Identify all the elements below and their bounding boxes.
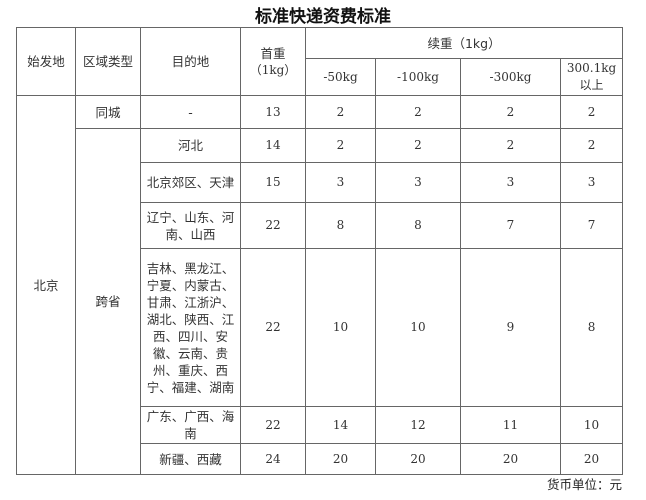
destination-cell: 河北 <box>140 128 241 163</box>
currency-note: 货币单位：元 <box>546 477 622 492</box>
header-tier: 300.1kg 以上 <box>559 58 624 96</box>
destination-cell: 北京郊区、天津 <box>140 162 241 203</box>
tier-price-cell: 2 <box>460 128 561 163</box>
tier-price-cell: 20 <box>375 443 461 475</box>
zone-cell: 跨省 <box>75 128 141 475</box>
tier-price-cell: 2 <box>305 95 376 129</box>
tier-price-cell: 3 <box>375 162 461 203</box>
header-tier: -300kg <box>460 58 561 96</box>
destination-cell: 辽宁、山东、河南、山西 <box>140 202 241 249</box>
header-first-weight: 首重 （1kg） <box>240 27 306 96</box>
first-weight-label: 首重 <box>260 45 286 61</box>
tier-price-cell: 2 <box>305 128 376 163</box>
header-origin: 始发地 <box>16 27 76 96</box>
destination-cell: 新疆、西藏 <box>140 443 241 475</box>
tier-price-cell: 2 <box>559 95 624 129</box>
table-row: 新疆、西藏 24 20 20 20 20 <box>17 443 624 475</box>
table-row: 广东、广西、海南 22 14 12 11 10 <box>17 406 624 444</box>
tier-price-cell: 20 <box>559 443 624 475</box>
first-weight-cell: 24 <box>240 443 306 475</box>
origin-cell: 北京 <box>16 95 76 475</box>
first-weight-cell: 22 <box>240 406 306 444</box>
table-row: 跨省 河北 14 2 2 2 2 <box>17 128 624 475</box>
table-row: 辽宁、山东、河南、山西 22 8 8 7 7 <box>17 202 624 249</box>
header-destination: 目的地 <box>140 27 241 96</box>
first-weight-unit: （1kg） <box>249 62 297 77</box>
tier-price-cell: 2 <box>559 128 624 163</box>
tier-price-cell: 2 <box>375 95 461 129</box>
tier-price-cell: 14 <box>305 406 376 444</box>
zone-cell: 同城 <box>75 95 141 129</box>
first-weight-cell: 15 <box>240 162 306 203</box>
header-tier: -50kg <box>305 58 376 96</box>
document-title: 标准快递资费标准 <box>255 7 391 27</box>
header-tier: -100kg <box>375 58 461 96</box>
tier-price-cell: 2 <box>460 95 561 129</box>
tier-price-cell: 10 <box>559 406 624 444</box>
tier-price-cell: 7 <box>460 202 561 249</box>
first-weight-cell: 22 <box>240 248 306 407</box>
table-row: 北京 同城 -13 2 2 2 2 <box>16 95 624 475</box>
tier-price-cell: 8 <box>305 202 376 249</box>
tier-price-cell: 10 <box>305 248 376 407</box>
destination-cell: 吉林、黑龙江、宁夏、内蒙古、甘肃、江浙沪、湖北、陕西、江西、四川、安徽、云南、贵… <box>140 248 241 407</box>
tier-price-cell: 20 <box>460 443 561 475</box>
table-row: 吉林、黑龙江、宁夏、内蒙古、甘肃、江浙沪、湖北、陕西、江西、四川、安徽、云南、贵… <box>17 248 624 407</box>
first-weight-cell: 14 <box>240 128 306 163</box>
header-additional-weight: 续重（1kg） <box>304 27 624 59</box>
header-zone-type: 区域类型 <box>75 27 141 96</box>
tier-price-cell: 3 <box>305 162 376 203</box>
tier-price-cell: 3 <box>460 162 561 203</box>
first-weight-cell: 22 <box>240 202 306 249</box>
table-row: 北京郊区、天津 15 3 3 3 3 <box>17 162 624 203</box>
first-weight-cell: 13 <box>240 95 306 129</box>
tier-price-cell: 20 <box>305 443 376 475</box>
tier-price-cell: 7 <box>559 202 624 249</box>
rate-table: 始发地 区域类型 目的地 首重 （1kg） 续重（1kg） -50kg -100k… <box>16 27 624 475</box>
tier-price-cell: 9 <box>460 248 561 407</box>
tier-price-cell: 10 <box>375 248 461 407</box>
destination-cell: - <box>140 95 241 129</box>
tier-price-cell: 8 <box>559 248 624 407</box>
tier-price-cell: 12 <box>375 406 461 444</box>
tier-price-cell: 3 <box>559 162 624 203</box>
tier-price-cell: 11 <box>460 406 561 444</box>
destination-cell: 广东、广西、海南 <box>140 406 241 444</box>
tier-price-cell: 2 <box>375 128 461 163</box>
tier-price-cell: 8 <box>375 202 461 249</box>
